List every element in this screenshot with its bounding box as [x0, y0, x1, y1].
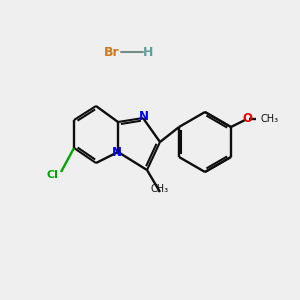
Text: Cl: Cl [46, 170, 58, 180]
Text: Br: Br [104, 46, 120, 59]
Text: CH₃: CH₃ [261, 114, 279, 124]
Text: CH₃: CH₃ [151, 184, 169, 194]
Text: H: H [143, 46, 153, 59]
Text: O: O [242, 112, 252, 125]
Text: N: N [139, 110, 149, 124]
Text: N: N [112, 146, 122, 158]
